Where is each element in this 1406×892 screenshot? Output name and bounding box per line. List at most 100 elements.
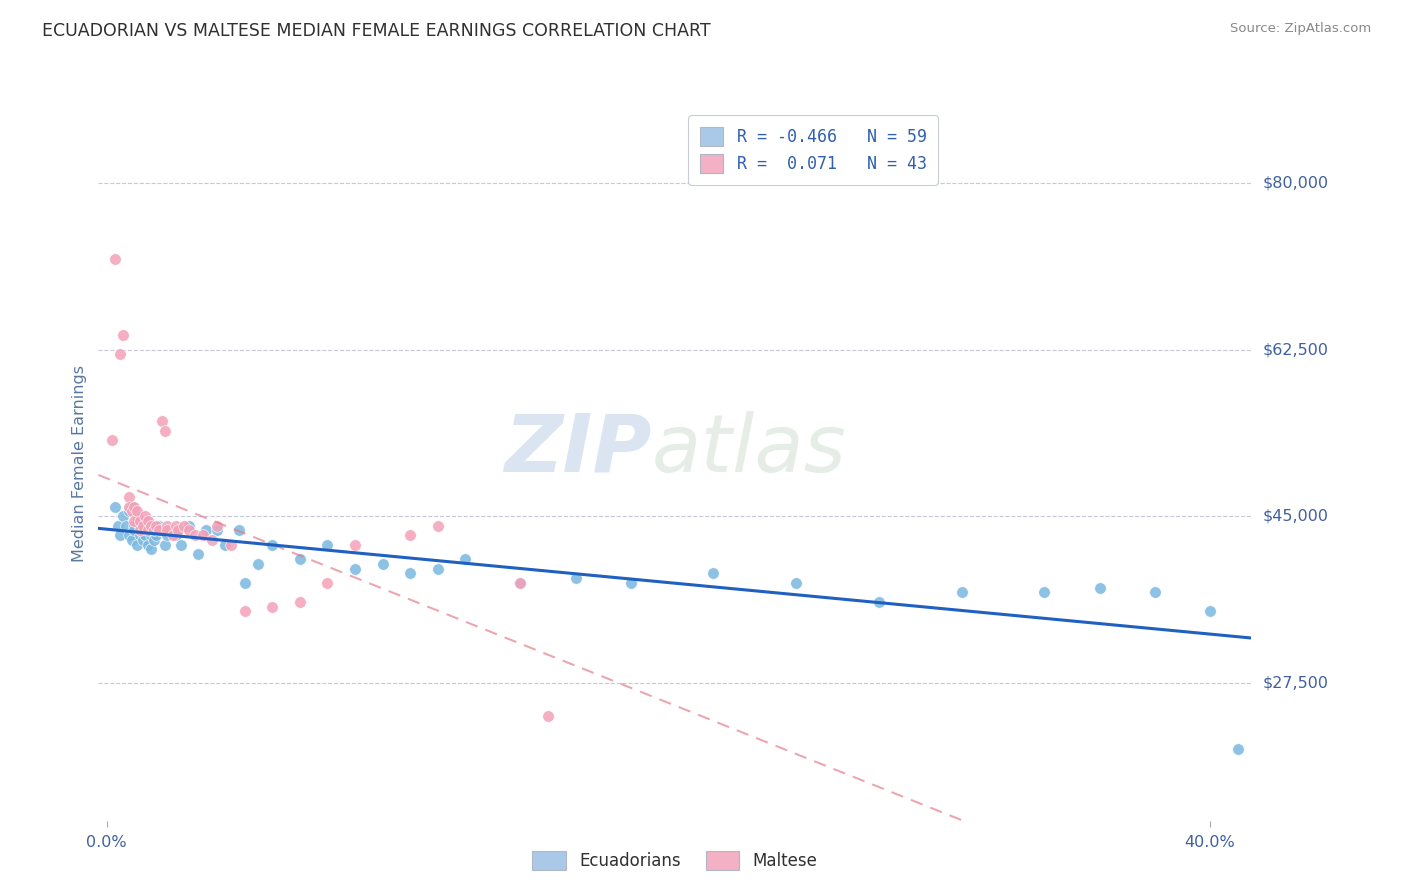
Point — [288, 595, 311, 609]
Point — [228, 524, 250, 538]
Text: $27,500: $27,500 — [1263, 675, 1329, 690]
Text: atlas: atlas — [652, 410, 846, 489]
Point — [104, 252, 127, 267]
Point — [121, 533, 143, 547]
Point — [316, 538, 339, 552]
Point — [153, 538, 176, 552]
Point — [950, 585, 973, 599]
Point — [173, 518, 195, 533]
Point — [139, 528, 162, 542]
Point — [702, 566, 724, 581]
Point — [233, 604, 256, 618]
Point — [124, 514, 146, 528]
Point — [167, 524, 190, 538]
Point — [316, 575, 339, 590]
Point — [200, 533, 222, 547]
Point — [179, 518, 201, 533]
Point — [128, 528, 150, 542]
Point — [131, 533, 153, 547]
Point — [125, 504, 148, 518]
Point — [118, 500, 141, 514]
Point — [145, 528, 167, 542]
Point — [156, 518, 179, 533]
Point — [136, 514, 159, 528]
Text: Source: ZipAtlas.com: Source: ZipAtlas.com — [1230, 22, 1371, 36]
Point — [136, 524, 159, 538]
Point — [288, 552, 311, 566]
Point — [179, 524, 201, 538]
Point — [1143, 585, 1166, 599]
Point — [131, 518, 153, 533]
Point — [214, 538, 236, 552]
Point — [156, 528, 179, 542]
Text: $62,500: $62,500 — [1263, 343, 1329, 357]
Y-axis label: Median Female Earnings: Median Female Earnings — [72, 366, 87, 562]
Point — [262, 538, 284, 552]
Point — [110, 347, 132, 361]
Point — [247, 557, 270, 571]
Point — [219, 538, 242, 552]
Point — [136, 538, 159, 552]
Point — [145, 518, 167, 533]
Point — [118, 528, 141, 542]
Point — [509, 575, 531, 590]
Point — [262, 599, 284, 614]
Point — [134, 518, 156, 533]
Point — [150, 414, 173, 428]
Point — [371, 557, 394, 571]
Point — [124, 518, 146, 533]
Point — [233, 575, 256, 590]
Point — [170, 538, 193, 552]
Point — [112, 509, 135, 524]
Point — [131, 524, 153, 538]
Point — [343, 561, 366, 575]
Point — [124, 500, 146, 514]
Point — [139, 518, 162, 533]
Text: ZIP: ZIP — [505, 410, 652, 489]
Point — [564, 571, 586, 585]
Point — [1199, 604, 1222, 618]
Text: $80,000: $80,000 — [1263, 176, 1329, 191]
Point — [139, 542, 162, 557]
Point — [124, 524, 146, 538]
Point — [1033, 585, 1056, 599]
Point — [620, 575, 643, 590]
Point — [509, 575, 531, 590]
Point — [205, 524, 228, 538]
Point — [187, 547, 209, 561]
Point — [454, 552, 477, 566]
Point — [148, 518, 170, 533]
Point — [128, 524, 150, 538]
Point — [785, 575, 807, 590]
Point — [118, 490, 141, 504]
Point — [868, 595, 890, 609]
Point — [128, 518, 150, 533]
Point — [142, 524, 165, 538]
Point — [136, 514, 159, 528]
Point — [193, 528, 215, 542]
Point — [205, 518, 228, 533]
Point — [399, 566, 422, 581]
Point — [101, 433, 124, 447]
Point — [426, 518, 449, 533]
Point — [156, 524, 179, 538]
Point — [343, 538, 366, 552]
Point — [153, 424, 176, 438]
Point — [150, 524, 173, 538]
Point — [142, 533, 165, 547]
Point — [118, 504, 141, 518]
Legend: Ecuadorians, Maltese: Ecuadorians, Maltese — [523, 841, 827, 880]
Point — [107, 518, 129, 533]
Point — [121, 500, 143, 514]
Text: $45,000: $45,000 — [1263, 508, 1329, 524]
Point — [1226, 742, 1249, 756]
Point — [1088, 581, 1111, 595]
Point — [134, 528, 156, 542]
Point — [162, 528, 184, 542]
Point — [110, 528, 132, 542]
Point — [165, 528, 187, 542]
Point — [184, 528, 207, 542]
Point — [537, 709, 560, 723]
Point — [426, 561, 449, 575]
Point — [148, 524, 170, 538]
